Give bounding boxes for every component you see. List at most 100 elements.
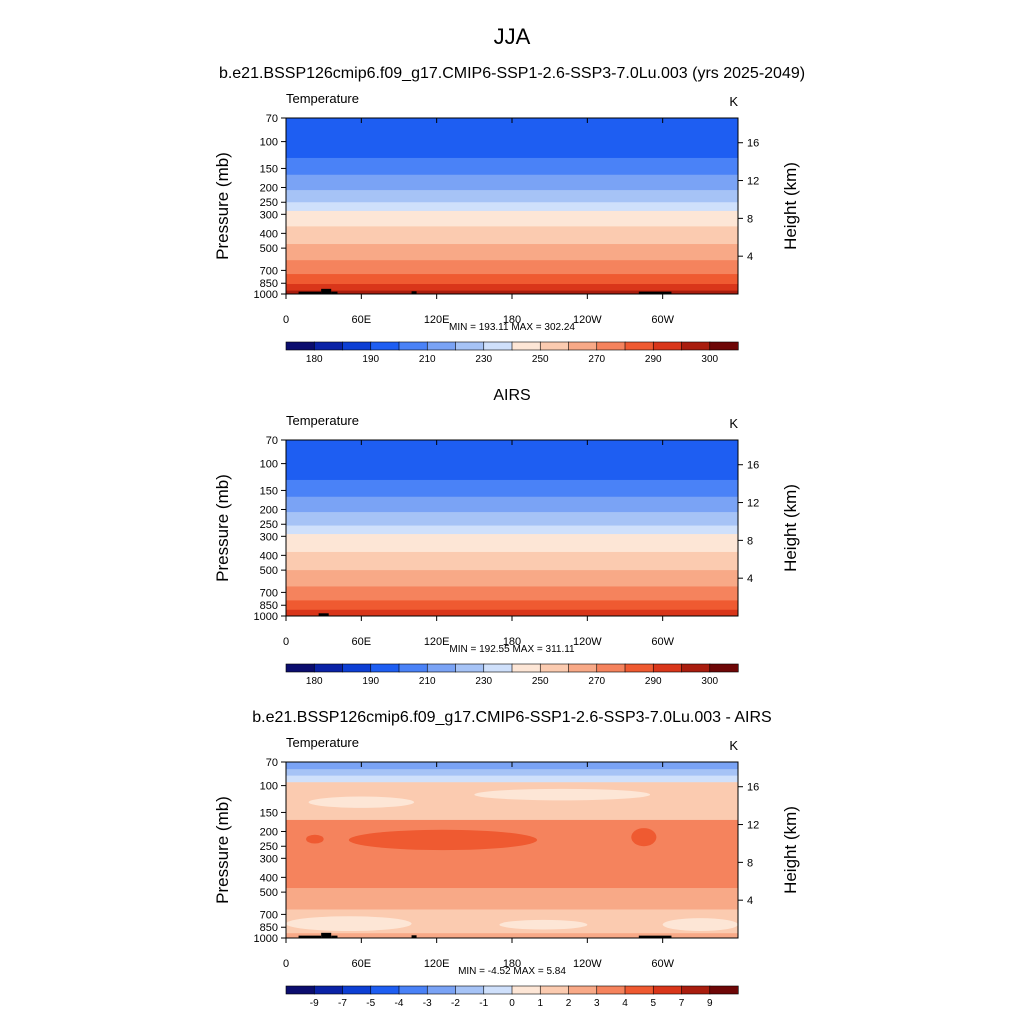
longitude-tick-label: 0 [283,314,289,326]
terrain-mask [411,291,417,294]
longitude-tick-label: 60W [651,958,674,970]
contour-band [286,609,738,616]
contour-region [662,918,738,932]
colorbar-swatch [313,341,344,351]
colorbar-swatch [539,985,570,995]
colorbar-label: 5 [650,998,656,1009]
pressure-tick-label: 70 [266,113,278,125]
colorbar-label: -9 [310,998,319,1009]
height-tick-label: 12 [747,820,759,832]
contour-band [286,440,738,481]
figure-title: JJA [494,24,531,49]
height-tick-label: 16 [747,460,759,472]
colorbar-label: -7 [338,998,347,1009]
colorbar-label: -4 [395,998,404,1009]
pressure-tick-label: 1000 [254,933,278,945]
colorbar-label: 300 [701,676,718,687]
pressure-tick-label: 850 [260,278,278,290]
height-axis-label: Height (km) [781,162,800,250]
longitude-tick-label: 120E [424,314,450,326]
colorbar-swatch [511,341,541,351]
pressure-axis-label: Pressure (mb) [213,474,232,582]
longitude-tick-label: 60E [352,314,372,326]
contour-band [286,819,738,889]
plot-area [286,440,738,616]
colorbar-swatch [313,985,344,995]
height-tick-label: 12 [747,498,759,510]
pressure-tick-label: 700 [260,587,278,599]
panel-min-max: MIN = -4.52 MAX = 5.84 [458,966,566,977]
colorbar-swatch [652,341,683,351]
height-tick-label: 16 [747,138,759,150]
pressure-tick-label: 200 [260,504,278,516]
contour-band [286,512,738,527]
colorbar-swatch [681,341,711,351]
colorbar-label: 230 [475,354,492,365]
pressure-tick-label: 400 [260,872,278,884]
colorbar-label: -3 [423,998,432,1009]
contour-band [286,933,738,938]
colorbar-swatch [285,663,315,673]
colorbar-swatch [568,985,598,995]
colorbar-label: 190 [362,354,379,365]
colorbar-swatch [709,341,739,351]
colorbar-swatch [624,341,654,351]
contour-band [286,118,738,159]
contour-region [631,828,657,847]
colorbar-swatch [398,985,428,995]
longitude-tick-label: 60E [352,636,372,648]
colorbar-label: 210 [419,676,436,687]
pressure-tick-label: 700 [260,909,278,921]
colorbar: -9 -7 -5 -4 -3 -2 -1 0 1 2 3 4 5 7 9 [285,985,739,1009]
panel-units-label: K [729,94,738,109]
colorbar-label: -2 [451,998,460,1009]
pressure-tick-label: 100 [260,459,278,471]
panel-3: b.e21.BSSP126cmip6.f09_g17.CMIP6-SSP1-2.… [213,709,800,1009]
contour-region [286,916,412,932]
longitude-tick-label: 180 [503,636,521,648]
colorbar-swatch [370,663,400,673]
plot-area [286,118,738,294]
colorbar-swatch [342,663,372,673]
terrain-mask [298,291,322,294]
colorbar-swatch [313,663,344,673]
contour-region [474,788,651,801]
panel-units-label: K [729,738,738,753]
panel-min-max: MIN = 192.55 MAX = 311.11 [449,644,575,655]
contour-region [348,829,538,851]
longitude-tick-label: 0 [283,636,289,648]
colorbar-label: -5 [366,998,375,1009]
pressure-tick-label: 250 [260,519,278,531]
colorbar-swatch [483,341,513,351]
pressure-tick-label: 400 [260,228,278,240]
pressure-tick-label: 150 [260,485,278,497]
pressure-tick-label: 150 [260,163,278,175]
contour-band [286,551,738,571]
colorbar-swatch [455,341,485,351]
colorbar-label: 230 [475,676,492,687]
panel-variable-label: Temperature [286,413,359,428]
colorbar-swatch [455,663,485,673]
contour-band [286,525,738,535]
colorbar-label: 7 [679,998,685,1009]
colorbar-label: 0 [509,998,515,1009]
height-tick-label: 4 [747,573,753,585]
contour-band [286,260,738,275]
colorbar-swatch [398,663,428,673]
longitude-tick-label: 120E [424,636,450,648]
terrain-mask [298,935,322,938]
contour-band [286,586,738,601]
colorbar-label: 2 [566,998,572,1009]
contour-region [499,919,588,930]
contour-band [286,226,738,245]
height-tick-label: 4 [747,251,753,263]
colorbar-label: 9 [707,998,713,1009]
plot-area [286,762,738,938]
terrain-mask [321,932,332,938]
pressure-tick-label: 250 [260,841,278,853]
terrain-mask [411,935,417,938]
pressure-tick-label: 70 [266,757,278,769]
terrain-mask [638,291,672,294]
colorbar-swatch [285,341,315,351]
terrain-mask [638,935,672,938]
